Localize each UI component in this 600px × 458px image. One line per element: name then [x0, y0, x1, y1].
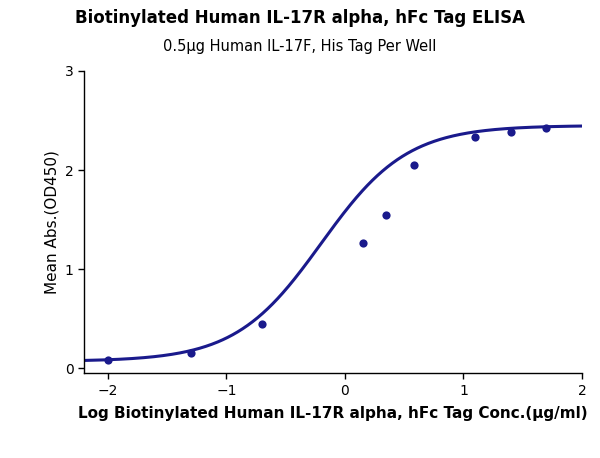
Point — [257, 320, 266, 327]
Point — [409, 162, 418, 169]
Point — [358, 240, 367, 247]
Text: Biotinylated Human IL-17R alpha, hFc Tag ELISA: Biotinylated Human IL-17R alpha, hFc Tag… — [75, 9, 525, 27]
X-axis label: Log Biotinylated Human IL-17R alpha, hFc Tag Conc.(µg/ml): Log Biotinylated Human IL-17R alpha, hFc… — [78, 406, 588, 421]
Point — [103, 357, 113, 364]
Point — [506, 129, 515, 136]
Text: 0.5µg Human IL-17F, His Tag Per Well: 0.5µg Human IL-17F, His Tag Per Well — [163, 39, 437, 54]
Point — [382, 211, 391, 218]
Point — [542, 125, 551, 132]
Y-axis label: Mean Abs.(OD450): Mean Abs.(OD450) — [44, 150, 59, 294]
Point — [470, 134, 480, 141]
Point — [186, 350, 196, 357]
